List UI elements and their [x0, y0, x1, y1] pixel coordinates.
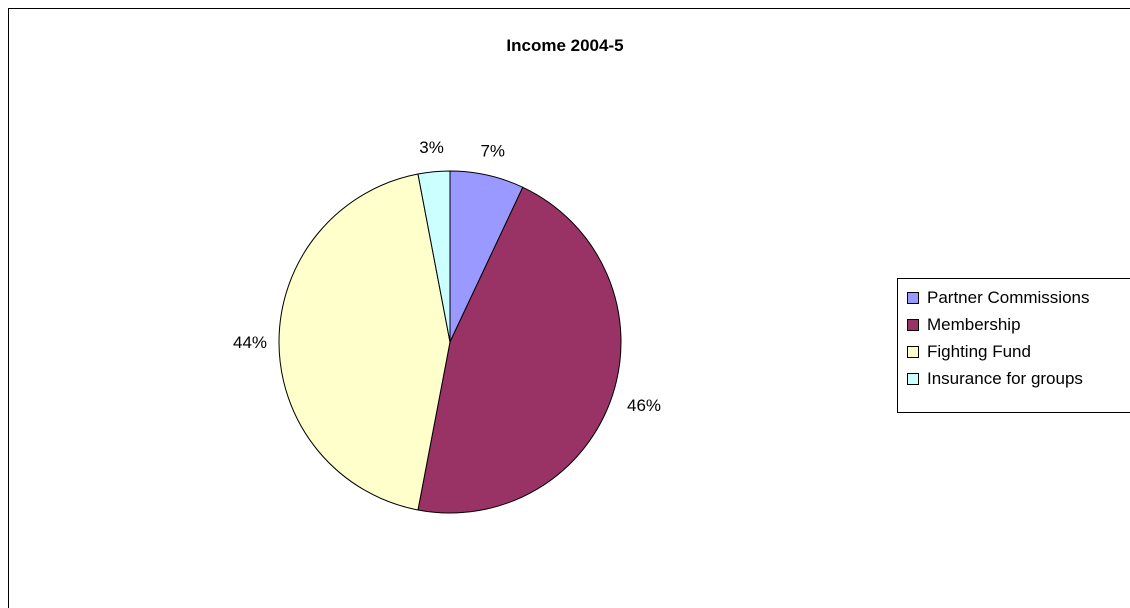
pie-slice-membership	[417, 186, 622, 514]
legend-label: Membership	[927, 315, 1021, 334]
legend-item-fighting-fund: Fighting Fund	[898, 338, 1130, 365]
data-label: 46%	[627, 396, 661, 415]
legend-label: Insurance for groups	[927, 369, 1083, 388]
legend: Partner Commissions Membership Fighting …	[897, 278, 1130, 413]
legend-item-membership: Membership	[898, 311, 1130, 338]
pie-slice-insurance-for-groups	[417, 170, 451, 343]
pie-slice-fighting-fund	[278, 173, 451, 511]
legend-item-insurance-for-groups: Insurance for groups	[898, 365, 1130, 392]
legend-swatch	[907, 319, 919, 331]
legend-swatch	[907, 292, 919, 304]
legend-swatch	[907, 373, 919, 385]
data-label: 44%	[233, 333, 267, 352]
legend-item-partner-commissions: Partner Commissions	[898, 284, 1130, 311]
legend-label: Partner Commissions	[927, 288, 1090, 307]
data-label: 7%	[480, 142, 505, 161]
legend-label: Fighting Fund	[927, 342, 1031, 361]
legend-swatch	[907, 346, 919, 358]
chart-title: Income 2004-5	[506, 36, 624, 55]
data-label: 3%	[419, 138, 444, 157]
